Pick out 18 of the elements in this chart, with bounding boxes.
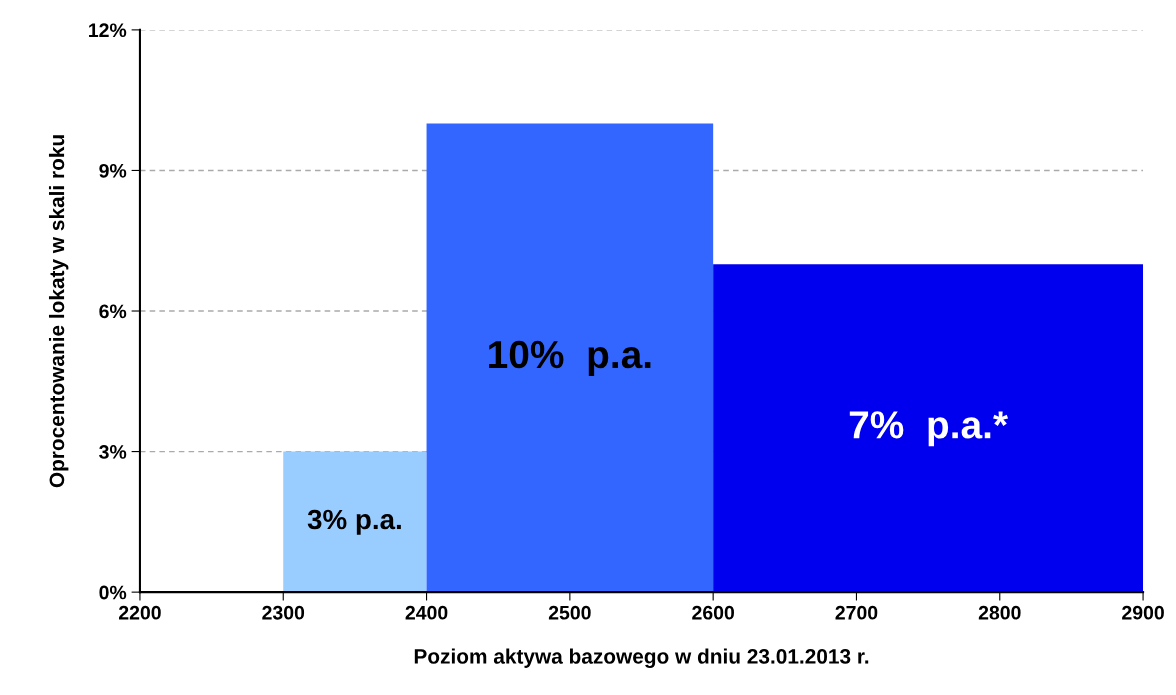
data-label: 7% p.a.*	[849, 411, 1009, 447]
y-tick-label: 6%	[99, 304, 127, 319]
x-tick-label: 2500	[548, 605, 591, 620]
x-tick-label: 2700	[835, 605, 878, 620]
x-tick-label: 2200	[118, 605, 161, 620]
data-label: 3% p.a.	[307, 509, 401, 535]
y-tick-label: 0%	[99, 585, 127, 600]
data-label: 10% p.a.	[489, 340, 651, 376]
y-axis-title: Oprocentowanie lokaty w skali roku	[48, 135, 69, 488]
x-tick-label: 2300	[262, 605, 305, 620]
y-tick-label: 9%	[99, 163, 127, 178]
x-tick-label: 2800	[978, 605, 1021, 620]
x-tick-label: 2900	[1122, 605, 1164, 620]
y-tick-label: 3%	[99, 445, 127, 459]
x-tick-label: 2600	[692, 605, 734, 620]
x-tick-label: 2400	[405, 605, 448, 620]
x-axis-title: Poziom aktywa bazowego w dniu 23.01.2013 r.	[414, 648, 869, 668]
y-tick-label: 12%	[89, 23, 127, 38]
